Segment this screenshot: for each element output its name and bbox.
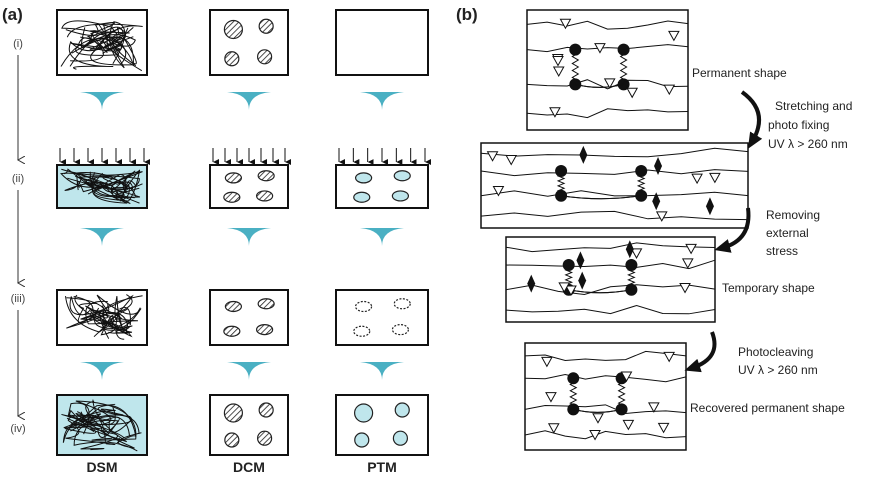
sample-box xyxy=(210,165,288,208)
transition-arrows xyxy=(692,92,759,368)
particle xyxy=(224,192,240,202)
process-arrow xyxy=(80,362,124,380)
particle xyxy=(356,302,372,312)
sample-box xyxy=(210,10,288,75)
transition-label: UV λ > 260 nm xyxy=(768,137,848,151)
column-label: DCM xyxy=(233,459,265,475)
particle xyxy=(354,192,370,202)
particle xyxy=(225,302,241,312)
transition-label: stress xyxy=(766,244,798,258)
process-arrow xyxy=(227,92,271,110)
particle xyxy=(355,433,369,447)
particle xyxy=(257,325,273,335)
column-label: DSM xyxy=(86,459,117,475)
transition-label: Removing xyxy=(766,208,820,222)
sample-box xyxy=(336,290,428,345)
particle xyxy=(258,431,272,445)
step-label: (i) xyxy=(13,38,23,50)
sample-box xyxy=(210,395,288,455)
particle xyxy=(394,299,410,309)
sample-box xyxy=(336,165,428,208)
stage-label: Temporary shape xyxy=(722,281,815,295)
stage-label: Permanent shape xyxy=(692,66,787,80)
panel-a-drawing xyxy=(57,10,428,455)
process-arrow xyxy=(360,362,404,380)
particle xyxy=(258,171,274,181)
network-box xyxy=(527,10,688,130)
transition-label: UV λ > 260 nm xyxy=(738,363,818,377)
process-arrow xyxy=(360,92,404,110)
panel-label: (b) xyxy=(456,5,478,24)
particle xyxy=(395,403,409,417)
sample-box xyxy=(336,395,428,455)
panel-label: (a) xyxy=(2,5,23,24)
particle xyxy=(224,21,242,39)
particle xyxy=(393,431,407,445)
figure: (a) (b) (i) (ii) (iii) (iv) DSM DCM PTM … xyxy=(0,0,878,479)
particle xyxy=(225,433,239,447)
process-arrow xyxy=(227,362,271,380)
particle xyxy=(392,325,408,335)
particle xyxy=(394,171,410,181)
process-arrow xyxy=(80,92,124,110)
particle xyxy=(258,50,272,64)
particle xyxy=(354,326,370,336)
transition-label: Photocleaving xyxy=(738,345,813,359)
sample-box xyxy=(210,290,288,345)
network-box xyxy=(506,237,715,322)
particle xyxy=(392,191,408,201)
particle xyxy=(225,173,241,183)
transition-label: external xyxy=(766,226,809,240)
column-label: PTM xyxy=(367,459,397,475)
particle xyxy=(355,404,373,422)
transition-label: photo fixing xyxy=(768,118,829,132)
process-arrow xyxy=(360,228,404,246)
transition-label: Stretching and xyxy=(775,99,852,113)
process-arrow xyxy=(227,228,271,246)
process-arrow xyxy=(80,228,124,246)
particle xyxy=(224,326,240,336)
step-label: (iii) xyxy=(11,293,26,305)
step-label: (iv) xyxy=(10,423,25,435)
particle xyxy=(225,52,239,66)
particle xyxy=(257,191,273,201)
particle xyxy=(224,404,242,422)
particle xyxy=(258,299,274,309)
sample-box xyxy=(336,10,428,75)
step-label: (ii) xyxy=(12,173,24,185)
particle xyxy=(356,173,372,183)
particle xyxy=(259,19,273,33)
stage-label: Recovered permanent shape xyxy=(690,401,845,415)
particle xyxy=(259,403,273,417)
